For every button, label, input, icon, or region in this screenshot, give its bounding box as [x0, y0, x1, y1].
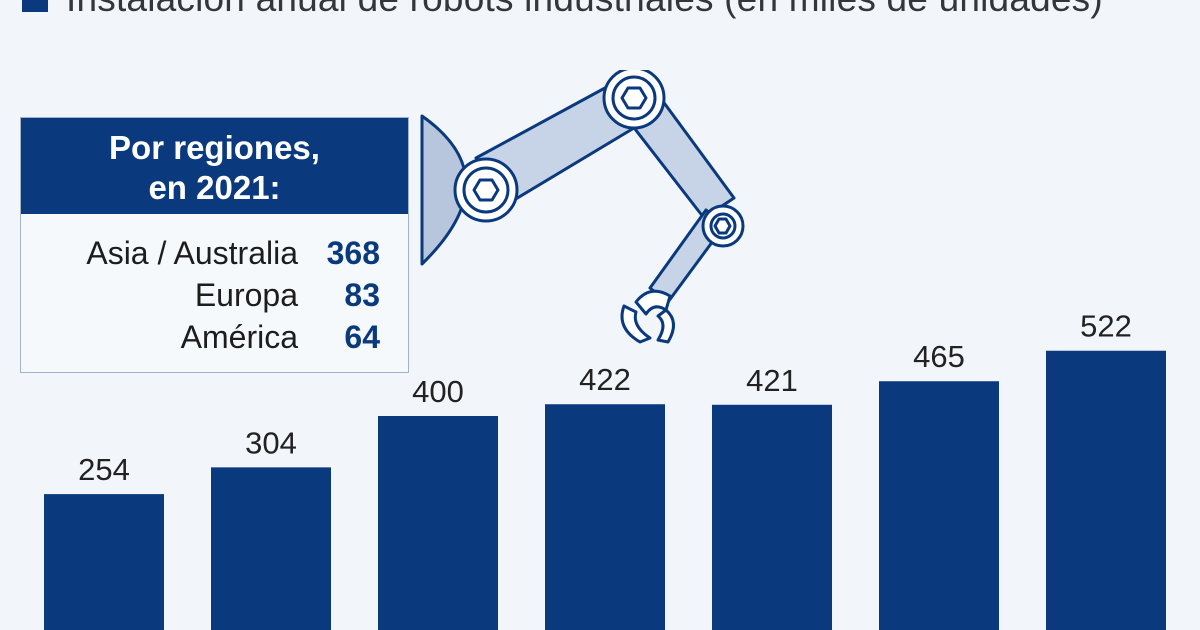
region-value: 83	[344, 276, 380, 313]
region-title-line2: en 2021:	[148, 169, 281, 206]
bars-group	[44, 350, 1166, 630]
legend-label: Instalación anual de robots industriales…	[66, 0, 1103, 20]
bar-value-label-1: 304	[245, 425, 297, 460]
region-value: 64	[344, 318, 380, 355]
region-breakdown-box: Por regiones, en 2021: Asia / Australia …	[20, 117, 409, 373]
bar-value-label-6: 522	[1080, 309, 1132, 344]
region-value: 368	[326, 234, 380, 271]
bar-0	[44, 494, 164, 630]
bar-value-label-4: 421	[746, 363, 798, 398]
region-name: América	[180, 318, 298, 355]
bar-value-label-3: 422	[579, 362, 631, 397]
value-labels-group: 254 304 400 422 421 465 522	[78, 309, 1132, 487]
bar-2	[378, 416, 498, 630]
region-name: Europa	[194, 276, 298, 313]
region-row-america: América 64	[21, 316, 408, 358]
region-box-title: Por regiones, en 2021:	[21, 118, 408, 214]
region-title-line1: Por regiones,	[109, 129, 320, 166]
bar-5	[879, 381, 999, 630]
bar-1	[211, 467, 331, 630]
bar-6	[1046, 350, 1166, 630]
bar-4	[712, 404, 832, 630]
bar-3	[545, 404, 665, 630]
bar-value-label-2: 400	[412, 374, 464, 409]
bar-value-label-5: 465	[913, 339, 965, 374]
region-name: Asia / Australia	[86, 234, 298, 271]
legend-swatch	[22, 0, 48, 12]
chart-legend: Instalación anual de robots industriales…	[22, 0, 1103, 20]
region-list: Asia / Australia 368 Europa 83 América 6…	[21, 214, 408, 358]
region-row-asia-australia: Asia / Australia 368	[21, 232, 408, 274]
region-row-europa: Europa 83	[21, 274, 408, 316]
bar-value-label-0: 254	[78, 452, 130, 487]
robot-arm-icon	[420, 70, 745, 344]
